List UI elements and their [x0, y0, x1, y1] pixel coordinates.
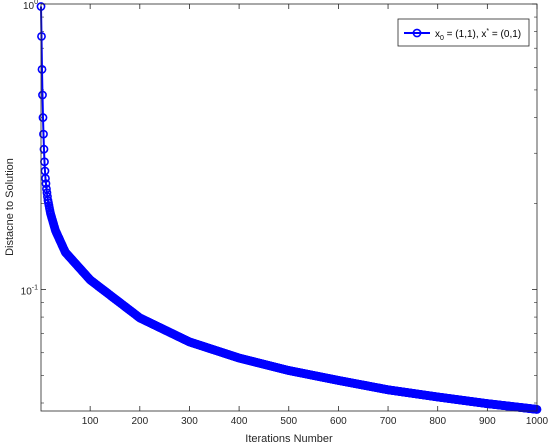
legend-marker: [412, 28, 422, 38]
data-point: [37, 32, 46, 41]
y-tick-base: 10: [21, 286, 33, 297]
legend-post: = (0,1): [489, 29, 521, 40]
y-axis-label: Distacne to Solution: [4, 158, 16, 256]
legend-label: x0 = (1,1), x* = (0,1): [435, 28, 521, 42]
x-tick-label: 400: [231, 416, 248, 427]
data-point: [39, 144, 49, 154]
x-tick-label: 1000: [526, 416, 549, 427]
x-tick-label: 200: [131, 416, 148, 427]
axes-box: [40, 3, 538, 412]
data-point: [41, 179, 51, 189]
y-tick-label: 10-1: [21, 284, 38, 297]
x-tick-labels: 100 200 300 400 500 600 700 800 900 1000: [82, 416, 549, 427]
y-tick-exponent: 0: [34, 0, 38, 6]
y-tick-exponent: -1: [32, 284, 38, 291]
x-tick-label: 500: [280, 416, 297, 427]
data-point: [39, 129, 48, 139]
series-layer: [36, 2, 542, 414]
data-point: [41, 173, 50, 183]
data-point: [38, 90, 47, 100]
plot-area: [41, 4, 537, 411]
x-tick-label: 600: [330, 416, 347, 427]
x-axis-label: Iterations Number: [245, 433, 333, 445]
data-point: [37, 65, 47, 74]
legend-x: x: [435, 29, 440, 40]
y-tick-base: 10: [23, 1, 35, 12]
x-tick-label: 300: [181, 416, 198, 427]
x-tick-label: 100: [82, 416, 99, 427]
x-tick-label: 800: [429, 416, 446, 427]
legend-mid: = (1,1), x: [444, 29, 487, 40]
x-tick-label: 700: [380, 416, 397, 427]
legend: x0 = (1,1), x* = (0,1): [397, 18, 530, 47]
legend-sup: *: [486, 28, 489, 35]
data-point: [38, 113, 48, 122]
legend-sub: 0: [440, 35, 444, 42]
series-markers: [36, 2, 542, 414]
y-tick-label: 100: [23, 0, 38, 12]
x-tick-label: 900: [479, 416, 496, 427]
